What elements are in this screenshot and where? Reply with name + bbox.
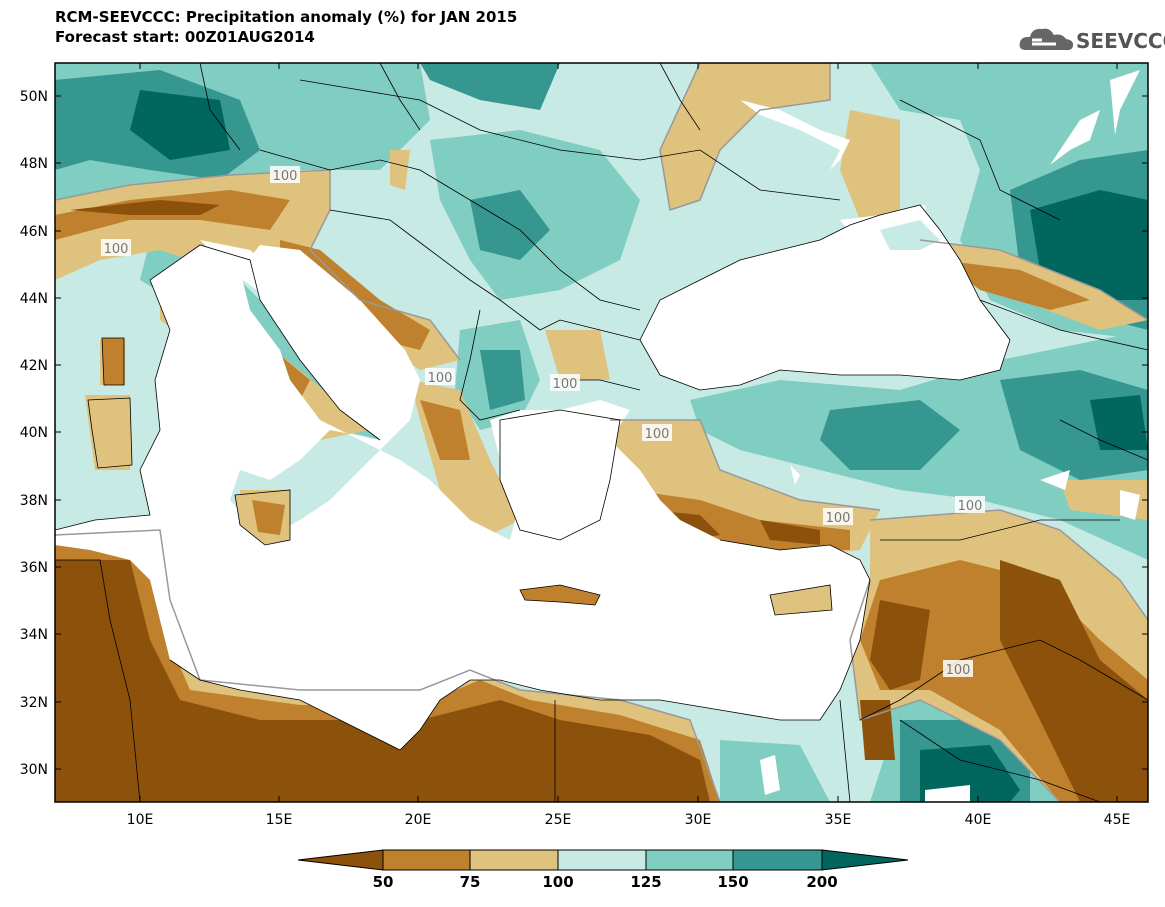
cloud-icon bbox=[1019, 28, 1074, 51]
adriatic-sea bbox=[200, 240, 420, 380]
contour-label: 100 bbox=[958, 499, 983, 514]
forecast-start-subtitle: Forecast start: 00Z01AUG2014 bbox=[55, 28, 315, 46]
colorbar-label: 125 bbox=[630, 873, 662, 891]
lat-label: 34N bbox=[20, 627, 48, 643]
mediterranean-sea bbox=[55, 245, 870, 750]
lon-label: 25E bbox=[545, 812, 572, 828]
field-lt50-africa bbox=[55, 560, 710, 802]
contour-labels: 100 100 100 100 100 100 100 100 bbox=[101, 166, 985, 678]
white-rivers-ne bbox=[740, 70, 1140, 190]
field-150-200-n bbox=[420, 63, 560, 110]
contour-label: 100 bbox=[826, 511, 851, 526]
contour-label: 100 bbox=[104, 242, 129, 257]
lat-label: 40N bbox=[20, 425, 48, 441]
lat-label: 48N bbox=[20, 156, 48, 172]
black-sea bbox=[640, 205, 1010, 390]
colorbar-seg-gt200 bbox=[821, 849, 909, 871]
lat-label: 50N bbox=[20, 89, 48, 105]
lat-label: 38N bbox=[20, 493, 48, 509]
colorbar-seg bbox=[732, 849, 823, 871]
colorbar-label: 150 bbox=[717, 873, 749, 891]
field-lt50-israel bbox=[860, 700, 895, 760]
lat-label: 46N bbox=[20, 224, 48, 240]
contour-label: 100 bbox=[428, 371, 453, 386]
field-150-200-balkan bbox=[480, 350, 525, 410]
field-150-200-carp bbox=[470, 190, 550, 260]
colorbar-label: 75 bbox=[459, 873, 481, 891]
field-75-100-ukraine2 bbox=[840, 110, 900, 220]
latitude-axis: 50N 48N 46N 44N 42N 40N 38N 36N 34N 32N 30N bbox=[20, 89, 1148, 778]
field-gt200-east bbox=[1090, 395, 1148, 450]
contour-label-bg bbox=[270, 166, 300, 183]
lon-label: 35E bbox=[825, 812, 852, 828]
field-50-75-caucasus bbox=[940, 260, 1090, 310]
logo-text: SEEVCCC bbox=[1076, 29, 1165, 53]
borders-and-coastlines bbox=[55, 63, 1148, 802]
field-75-100-hungary bbox=[390, 150, 410, 190]
field-75-100-ukraine bbox=[660, 63, 830, 210]
dead-sea-lakes bbox=[760, 755, 780, 795]
contour-label-bg bbox=[101, 239, 131, 256]
colorbar-label: 50 bbox=[372, 873, 394, 891]
field-layer bbox=[55, 63, 1148, 802]
seevccc-logo: SEEVCCC bbox=[1018, 24, 1165, 56]
lat-label: 30N bbox=[20, 762, 48, 778]
lon-label: 20E bbox=[405, 812, 432, 828]
contour-label: 100 bbox=[946, 663, 971, 678]
field-lt50-levant bbox=[870, 560, 1148, 802]
field-gt200-ne bbox=[1030, 190, 1148, 300]
colorbar-seg bbox=[645, 849, 734, 871]
white-lake-east bbox=[790, 465, 1140, 520]
field-gt200-arabia bbox=[920, 745, 1020, 802]
aegean-sea bbox=[500, 410, 620, 540]
contour-label: 100 bbox=[273, 169, 298, 184]
colorbar-seg bbox=[469, 849, 559, 871]
lon-label: 10E bbox=[127, 812, 154, 828]
map-title: RCM-SEEVCCC: Precipitation anomaly (%) f… bbox=[55, 8, 518, 26]
colorbar-seg-lt50 bbox=[297, 849, 384, 871]
lon-label: 40E bbox=[965, 812, 992, 828]
lon-label: 45E bbox=[1104, 812, 1131, 828]
field-150-200-turkey-e bbox=[1000, 370, 1148, 480]
island-corsica bbox=[102, 338, 124, 385]
field-75-100-bulgaria bbox=[545, 330, 610, 380]
caspian-patch bbox=[925, 785, 970, 802]
island-sardinia bbox=[88, 398, 132, 468]
colorbar-seg bbox=[557, 849, 647, 871]
lon-label: 30E bbox=[685, 812, 712, 828]
contour-label-bg bbox=[425, 368, 455, 385]
crimea bbox=[880, 220, 940, 250]
longitude-axis: 10E 15E 20E 25E 30E 35E 40E 45E bbox=[127, 63, 1131, 828]
island-sicily-core bbox=[252, 500, 285, 535]
field-50-75-greece bbox=[420, 400, 470, 460]
contour-label-bg bbox=[642, 424, 672, 441]
lat-label: 36N bbox=[20, 560, 48, 576]
field-lt50-alps bbox=[70, 200, 220, 215]
lat-label: 44N bbox=[20, 291, 48, 307]
contour-label: 100 bbox=[553, 377, 578, 392]
contour-label-bg bbox=[550, 374, 580, 391]
lon-label: 15E bbox=[266, 812, 293, 828]
contour-label-bg bbox=[943, 660, 973, 677]
lat-label: 32N bbox=[20, 695, 48, 711]
colorbar bbox=[297, 849, 909, 871]
colorbar-label: 100 bbox=[542, 873, 574, 891]
colorbar-seg bbox=[382, 849, 471, 871]
field-gt200-nw bbox=[130, 90, 230, 160]
field-150-200-turkey-c bbox=[820, 400, 960, 470]
contour-label-bg bbox=[955, 496, 985, 513]
colorbar-label: 200 bbox=[806, 873, 838, 891]
lat-label: 42N bbox=[20, 358, 48, 374]
contour-label-bg bbox=[823, 508, 853, 525]
contour-label: 100 bbox=[645, 427, 670, 442]
